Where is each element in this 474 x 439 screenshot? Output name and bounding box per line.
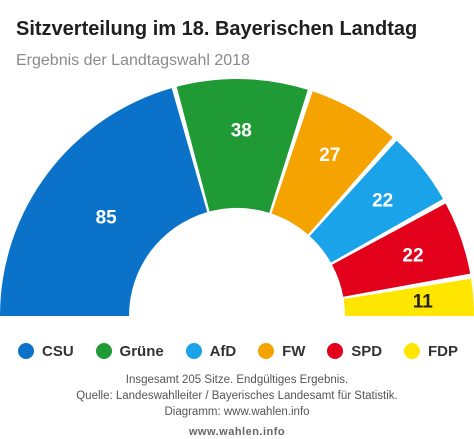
seat-label-spd: 22 [402, 245, 423, 266]
legend-label-afd: AfD [209, 342, 237, 360]
footer-credit: Diagramm: www.wahlen.info [164, 406, 310, 418]
legend-swatch-fw [258, 343, 275, 359]
legend-label-fw: FW [282, 342, 306, 360]
legend-item-afd: AfD [185, 342, 237, 360]
legend-swatch-gruene [95, 343, 112, 359]
legend-swatch-afd [185, 343, 202, 359]
footer-total-note: Insgesamt 205 Sitze. Endgültiges Ergebni… [125, 374, 349, 386]
footer-source: Quelle: Landeswahlleiter / Bayerisches L… [76, 390, 398, 402]
legend-label-csu: CSU [42, 342, 74, 360]
legend-swatch-fdp [404, 343, 420, 359]
legend-label-gruene: Grüne [119, 342, 164, 360]
chart-subtitle: Ergebnis der Landtagswahl 2018 [16, 52, 250, 69]
seat-segment-spd [332, 203, 471, 297]
legend-item-spd: SPD [327, 343, 382, 360]
seat-label-fdp: 11 [413, 291, 434, 312]
seat-segment-fdp [343, 278, 474, 316]
seat-label-fw: 27 [319, 145, 340, 166]
seat-label-gruene: 38 [231, 121, 252, 142]
legend-item-csu: CSU [18, 343, 74, 360]
legend-swatch-csu [18, 343, 34, 359]
seat-segment-afd [309, 140, 444, 263]
legend: CSU Grüne AfD FW SPD FDP [18, 341, 458, 361]
chart-title: Sitzverteilung im 18. Bayerischen Landta… [16, 18, 418, 40]
legend-item-fdp: FDP [404, 343, 458, 360]
legend-item-fw: FW [258, 343, 305, 360]
seat-segment-fw [271, 91, 393, 235]
footer-brand: www.wahlen.info [188, 426, 286, 438]
seat-segment-gruene [176, 79, 308, 213]
seat-label-afd: 22 [372, 191, 393, 212]
legend-label-spd: SPD [351, 342, 383, 360]
seat-label-csu: 85 [96, 207, 118, 228]
legend-item-gruene: Grüne [95, 342, 164, 360]
legend-swatch-spd [327, 343, 344, 359]
seat-segment-csu [0, 88, 208, 316]
legend-label-fdp: FDP [428, 342, 458, 360]
